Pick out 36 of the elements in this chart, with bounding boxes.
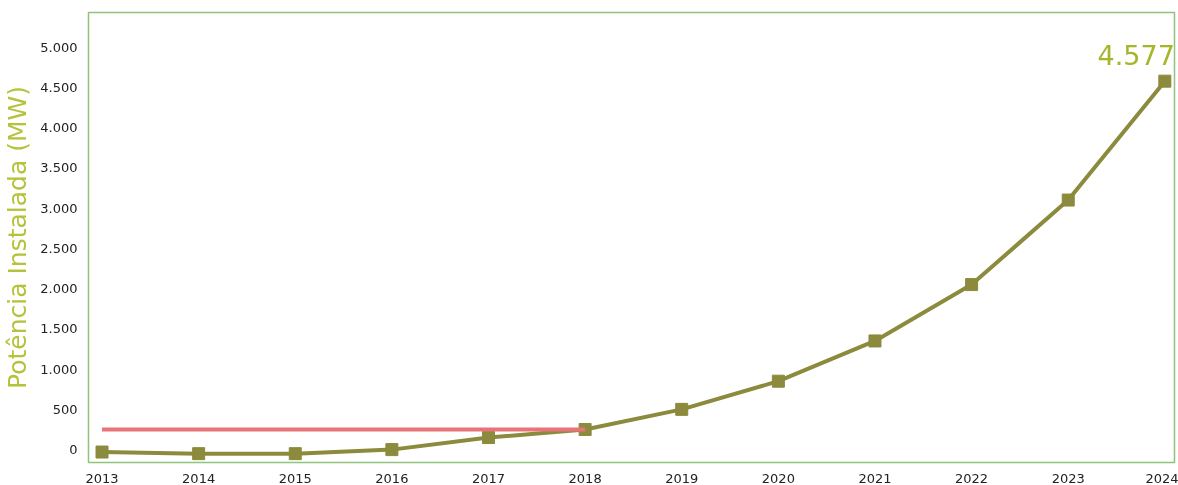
point bbox=[1158, 74, 1172, 88]
y-tick-label: 1.500 bbox=[40, 321, 78, 337]
y-tick-label: 500 bbox=[52, 401, 78, 417]
x-tick-label: 2017 bbox=[471, 470, 506, 485]
x-tick-label: 2019 bbox=[665, 470, 699, 485]
y-tick-label: 0 bbox=[69, 442, 78, 458]
y-tick-label: 4.000 bbox=[40, 120, 78, 136]
x-tick-label: 2024 bbox=[1145, 470, 1178, 485]
y-tick-label: 2.500 bbox=[40, 240, 78, 256]
y-axis-title: Potência Instalada (MW) bbox=[3, 85, 33, 390]
x-tick-label: 2013 bbox=[85, 470, 119, 485]
x-tick-label: 2021 bbox=[858, 470, 892, 485]
y-tick-label: 4.500 bbox=[40, 79, 78, 95]
x-tick-label: 2023 bbox=[1051, 470, 1085, 485]
x-tick-label: 2022 bbox=[955, 470, 989, 485]
x-tick-label: 2016 bbox=[375, 470, 409, 485]
x-tick-label: 2018 bbox=[568, 470, 602, 485]
point bbox=[192, 447, 206, 461]
point bbox=[288, 447, 302, 461]
y-tick-label: 1.000 bbox=[40, 361, 78, 377]
y-tick-label: 3.000 bbox=[40, 200, 78, 216]
x-tick-label: 2020 bbox=[761, 470, 795, 485]
point bbox=[95, 445, 109, 459]
point bbox=[482, 431, 495, 445]
y-tick-label: 5.000 bbox=[40, 39, 78, 55]
x-tick-label: 2015 bbox=[278, 470, 312, 485]
point bbox=[675, 402, 689, 416]
point bbox=[771, 374, 785, 388]
point bbox=[868, 334, 882, 348]
point bbox=[385, 443, 399, 457]
x-tick-label: 2014 bbox=[182, 470, 216, 485]
y-tick-label: 2.000 bbox=[40, 281, 78, 297]
data-label: 4.577 bbox=[1097, 40, 1175, 72]
y-tick-label: 3.500 bbox=[40, 160, 78, 176]
point bbox=[965, 278, 979, 292]
point bbox=[1061, 193, 1075, 207]
